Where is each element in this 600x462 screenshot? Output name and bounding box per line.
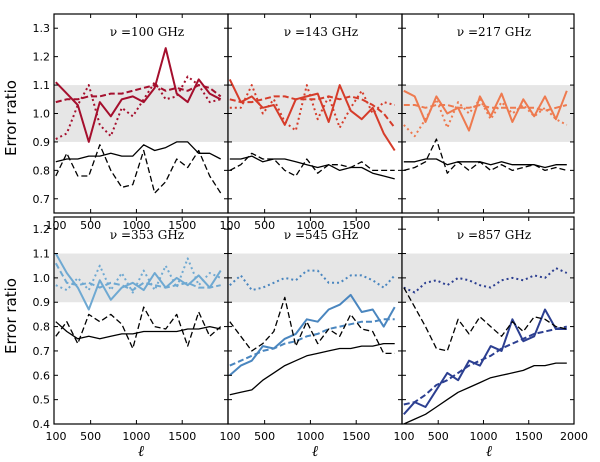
top-row-ylabel: Error ratio — [2, 80, 20, 156]
series-solid-black — [55, 141, 221, 163]
x-tick-label: 1500 — [168, 219, 196, 232]
y-tick-label: 1.0 — [33, 108, 51, 121]
y-tick-label: 0.9 — [33, 136, 51, 149]
series-solid-black — [403, 158, 567, 169]
series-solid-color — [54, 253, 222, 311]
x-tick-label: 1500 — [515, 430, 543, 443]
y-tick-label: 0.9 — [33, 296, 51, 309]
series-dotted-color — [403, 98, 568, 138]
series-dotted-color — [403, 267, 568, 294]
series-solid-color — [403, 308, 567, 415]
y-tick-label: 0.8 — [33, 321, 51, 334]
x-tick-label: 500 — [428, 430, 449, 443]
y-tick-label: 0.4 — [33, 418, 51, 431]
x-tick-label: 1500 — [168, 430, 196, 443]
series-dashed-color — [55, 84, 222, 104]
x-tick-label: 500 — [80, 219, 101, 232]
series-dashed-black — [403, 287, 567, 352]
panel-143-ghz: 100 500 1000 1500 ν =143 GHz — [220, 13, 403, 232]
panel-217-ghz: ν =217 GHz — [401, 13, 575, 214]
series-dashed-color — [229, 318, 395, 367]
x-tick-label: 500 — [254, 219, 275, 232]
series-dotted-color — [55, 257, 222, 294]
panel-title: ν =353 GHz — [110, 228, 184, 242]
x-tick-label: 1000 — [122, 219, 150, 232]
y-tick-label: 0.6 — [33, 369, 51, 382]
panel-857-ghz: 100 500 1000 1500 2000 ν =857 GHz — [394, 216, 588, 443]
x-tick-label: 500 — [254, 430, 275, 443]
series-dashed-black — [403, 138, 567, 174]
y-tick-label: 0.7 — [33, 345, 51, 358]
panel-100-ghz: 0.7 0.8 0.9 1.0 1.1 1.2 1.3 100 500 1000 1500 ν =10… — [33, 13, 229, 232]
series-dashed-color — [403, 104, 568, 112]
panel-title: ν =545 GHz — [284, 228, 358, 242]
series-dashed-black — [55, 144, 222, 194]
series-solid-color — [55, 47, 222, 143]
y-tick-label: 0.5 — [33, 394, 51, 407]
y-tick-label: 0.8 — [33, 164, 51, 177]
y-tick-label: 1.2 — [33, 51, 51, 64]
series-dashed-color — [403, 325, 568, 406]
panel-frame — [53, 216, 229, 425]
x-tick-label: 500 — [80, 430, 101, 443]
x-tick-label: 100 — [220, 219, 241, 232]
shaded-band — [402, 253, 574, 303]
x-tick-label: 100 — [394, 430, 415, 443]
series-solid-color — [228, 78, 396, 152]
x-tick-label: 1000 — [296, 430, 324, 443]
x-tick-label: 1000 — [122, 430, 150, 443]
series-dashed-black — [229, 296, 395, 355]
x-tick-label: 100 — [46, 219, 67, 232]
bottom-row-ylabel: Error ratio — [2, 278, 20, 354]
series-dashed-black — [229, 152, 395, 177]
shaded-band — [54, 253, 228, 303]
y-tick-label: 1.0 — [33, 272, 51, 285]
series-dashed-black — [55, 306, 222, 350]
x-tick-label: 1000 — [469, 430, 497, 443]
y-tick-label: 1.1 — [33, 248, 51, 261]
panel-title: ν =143 GHz — [284, 25, 358, 39]
shaded-band — [54, 85, 228, 142]
y-tick-label: 1.2 — [33, 223, 51, 236]
series-solid-black — [229, 342, 395, 396]
x-tick-label: 1500 — [342, 430, 370, 443]
panel-title: ν =857 GHz — [457, 228, 531, 242]
xlabel-panel-1: ℓ — [138, 442, 144, 460]
panel-title: ν =100 GHz — [110, 25, 184, 39]
x-tick-label: 2000 — [560, 430, 588, 443]
series-solid-black — [403, 362, 567, 424]
xlabel-panel-2: ℓ — [312, 442, 318, 460]
y-tick-label: 1.1 — [33, 79, 51, 92]
panel-frame — [401, 216, 575, 425]
x-tick-label: 100 — [220, 430, 241, 443]
series-solid-color — [229, 293, 396, 377]
y-tick-label: 0.7 — [33, 193, 51, 206]
panel-title: ν =217 GHz — [457, 25, 531, 39]
y-tick-label: 1.3 — [33, 22, 51, 35]
xlabel-panel-3: ℓ — [486, 442, 492, 460]
shaded-band — [228, 253, 402, 303]
series-dotted-color — [229, 84, 395, 132]
x-tick-label: 100 — [46, 430, 67, 443]
x-tick-label: 1500 — [342, 219, 370, 232]
x-tick-label: 1000 — [296, 219, 324, 232]
